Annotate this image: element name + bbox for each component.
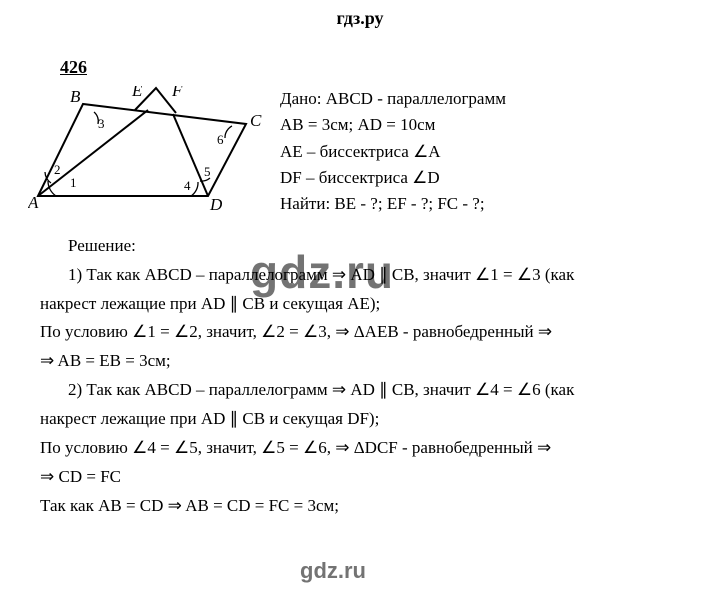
- geometry-diagram: A B E F C D 1 2 3 4 5 6: [28, 86, 268, 216]
- given-line: AE – биссектриса ∠A: [280, 139, 506, 165]
- watermark-small: gdz.ru: [300, 558, 366, 584]
- solution-line: ⇒ CD = FC: [40, 463, 680, 492]
- given-line: AB = 3см; AD = 10см: [280, 112, 506, 138]
- svg-text:B: B: [70, 87, 81, 106]
- svg-text:C: C: [250, 111, 262, 130]
- given-line: Найти: BE - ?; EF - ?; FC - ?;: [280, 191, 506, 217]
- given-line: DF – биссектриса ∠D: [280, 165, 506, 191]
- site-header: гдз.ру: [0, 0, 720, 29]
- solution-block: Решение: 1) Так как ABCD – параллелограм…: [40, 232, 680, 521]
- content-row: A B E F C D 1 2 3 4 5 6 Дано: ABCD - пар…: [0, 86, 720, 218]
- solution-line: 2) Так как ABCD – параллелограмм ⇒ AD ∥ …: [40, 376, 680, 405]
- solution-line: Так как AB = CD ⇒ AB = CD = FC = 3см;: [40, 492, 680, 521]
- svg-text:3: 3: [98, 116, 105, 131]
- svg-text:D: D: [209, 195, 223, 214]
- solution-line: ⇒ AB = EB = 3см;: [40, 347, 680, 376]
- solution-line: По условию ∠4 = ∠5, значит, ∠5 = ∠6, ⇒ Δ…: [40, 434, 680, 463]
- svg-text:2: 2: [54, 162, 61, 177]
- svg-text:1: 1: [70, 175, 77, 190]
- given-line: Дано: ABCD - параллелограмм: [280, 86, 506, 112]
- svg-text:6: 6: [217, 132, 224, 147]
- solution-title: Решение:: [40, 232, 680, 261]
- svg-text:F: F: [171, 86, 183, 100]
- solution-line: накрест лежащие при AD ∥ CB и секущая DF…: [40, 405, 680, 434]
- given-block: Дано: ABCD - параллелограмм AB = 3см; AD…: [280, 86, 506, 218]
- svg-text:4: 4: [184, 178, 191, 193]
- svg-text:A: A: [28, 193, 39, 212]
- svg-text:E: E: [131, 86, 143, 100]
- svg-text:5: 5: [204, 164, 211, 179]
- problem-number: 426: [60, 57, 720, 78]
- solution-line: По условию ∠1 = ∠2, значит, ∠2 = ∠3, ⇒ Δ…: [40, 318, 680, 347]
- solution-line: 1) Так как ABCD – параллелограмм ⇒ AD ∥ …: [40, 261, 680, 290]
- solution-line: накрест лежащие при AD ∥ CB и секущая AE…: [40, 290, 680, 319]
